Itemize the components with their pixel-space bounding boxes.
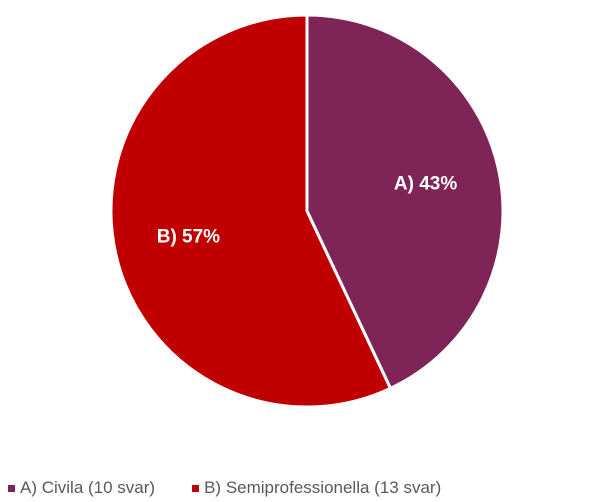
slice-label-a: A) 43%	[394, 174, 457, 195]
slice-label-b: B) 57%	[157, 227, 220, 248]
legend-item-a: A) Civila (10 svar)	[8, 478, 155, 498]
legend-swatch-a	[8, 484, 15, 492]
pie-slice-a	[305, 13, 505, 390]
legend-label-b: B) Semiprofessionella (13 svar)	[204, 478, 442, 497]
legend-label-a: A) Civila (10 svar)	[20, 478, 156, 497]
pie-slices	[109, 13, 505, 409]
legend: A) Civila (10 svar) B) Semiprofessionell…	[8, 478, 441, 498]
pie-slice-b	[109, 13, 392, 409]
pie-data-labels: A) 43% B) 57%	[157, 174, 458, 248]
pie-svg: A) 43% B) 57%	[109, 13, 505, 409]
legend-swatch-b	[192, 484, 200, 492]
legend-item-b: B) Semiprofessionella (13 svar)	[192, 478, 441, 498]
